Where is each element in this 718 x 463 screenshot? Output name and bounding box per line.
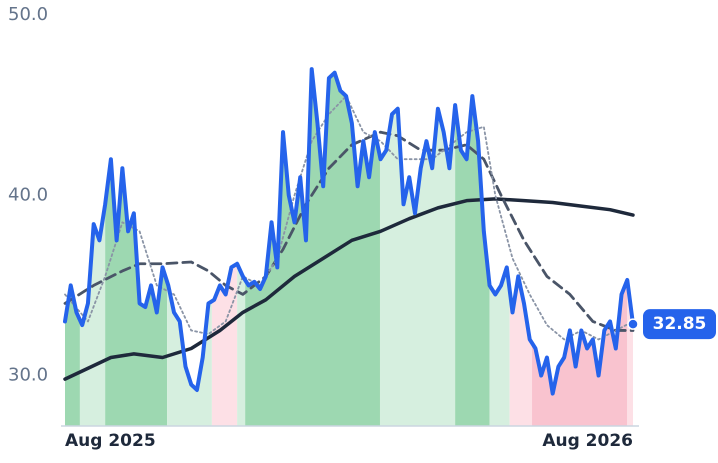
line-series xyxy=(64,95,634,341)
y-tick-label: 50.0 xyxy=(8,4,48,25)
band xyxy=(211,69,238,426)
x-tick-label: Aug 2026 xyxy=(542,431,633,451)
line-series xyxy=(63,67,635,396)
band xyxy=(627,69,633,426)
last-point xyxy=(627,318,639,330)
x-tick-label: Aug 2025 xyxy=(65,431,156,451)
y-tick-label: 30.0 xyxy=(8,365,48,386)
band xyxy=(379,69,456,426)
plot: 30.0 40.0 50.0 Aug 2025 Aug 2026 32.85 xyxy=(8,4,716,451)
last-value-label: 32.85 xyxy=(653,314,707,334)
band xyxy=(489,69,510,426)
y-tick-label: 40.0 xyxy=(8,184,48,205)
line-series xyxy=(63,197,635,381)
last-value-pill xyxy=(643,309,716,340)
band xyxy=(237,69,246,426)
band xyxy=(167,69,212,426)
band xyxy=(65,69,80,426)
